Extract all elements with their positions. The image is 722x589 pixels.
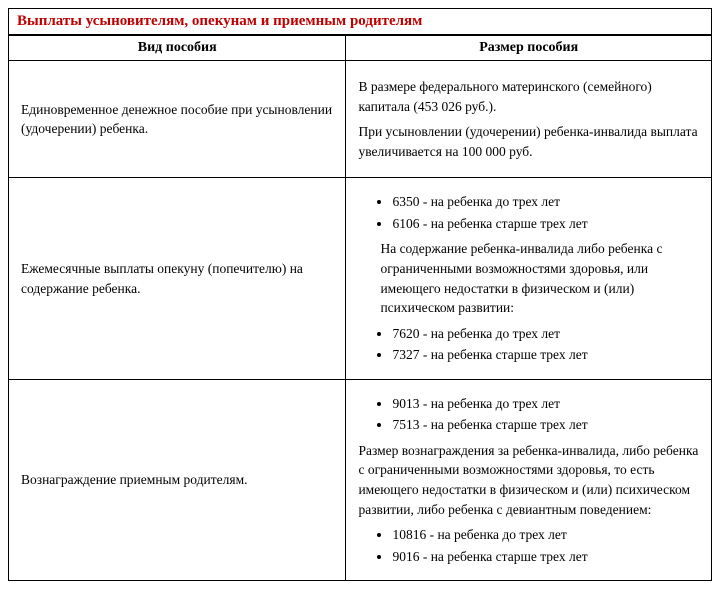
amount-item: 6106 - на ребенка старше трех лет: [392, 214, 699, 234]
table-row: Ежемесячные выплаты опекуну (попечителю)…: [9, 178, 711, 380]
table-title: Выплаты усыновителям, опекунам и приемны…: [9, 9, 711, 36]
benefit-size: 9013 - на ребенка до трех лет 7513 - на …: [346, 379, 711, 580]
benefit-type: Единовременное денежное пособие при усын…: [9, 61, 346, 178]
amount-item: 6350 - на ребенка до трех лет: [392, 192, 699, 212]
amount-list: 10816 - на ребенка до трех лет 9016 - на…: [358, 525, 699, 566]
amount-item: 7620 - на ребенка до трех лет: [392, 324, 699, 344]
amount-item: 10816 - на ребенка до трех лет: [392, 525, 699, 545]
benefits-table: Вид пособия Размер пособия Единовременно…: [9, 36, 711, 580]
header-size: Размер пособия: [346, 36, 711, 61]
amount-list: 6350 - на ребенка до трех лет 6106 - на …: [358, 192, 699, 233]
benefit-size: В размере федерального материнского (сем…: [346, 61, 711, 178]
amount-item: 7513 - на ребенка старше трех лет: [392, 415, 699, 435]
benefit-type: Ежемесячные выплаты опекуну (попечителю)…: [9, 178, 346, 380]
amount-list: 9013 - на ребенка до трех лет 7513 - на …: [358, 394, 699, 435]
size-note: Размер вознаграждения за ребенка-инвалид…: [358, 441, 699, 519]
table-row: Единовременное денежное пособие при усын…: [9, 61, 711, 178]
amount-item: 9013 - на ребенка до трех лет: [392, 394, 699, 414]
table-row: Вознаграждение приемным родителям. 9013 …: [9, 379, 711, 580]
header-type: Вид пособия: [9, 36, 346, 61]
benefit-type: Вознаграждение приемным родителям.: [9, 379, 346, 580]
size-note: На содержание ребенка-инвалида либо ребе…: [358, 239, 699, 317]
size-text: При усыновлении (удочерении) ребенка-инв…: [358, 122, 699, 161]
amount-item: 7327 - на ребенка старше трех лет: [392, 345, 699, 365]
benefit-size: 6350 - на ребенка до трех лет 6106 - на …: [346, 178, 711, 380]
amount-item: 9016 - на ребенка старше трех лет: [392, 547, 699, 567]
amount-list: 7620 - на ребенка до трех лет 7327 - на …: [358, 324, 699, 365]
size-text: В размере федерального материнского (сем…: [358, 77, 699, 116]
benefits-table-frame: Выплаты усыновителям, опекунам и приемны…: [8, 8, 712, 581]
